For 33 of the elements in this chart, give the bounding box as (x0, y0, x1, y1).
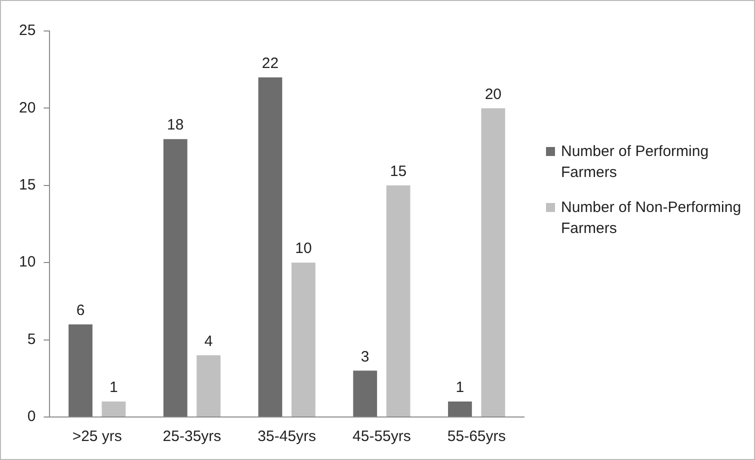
y-tick-label: 20 (18, 99, 36, 116)
bar (481, 108, 506, 416)
bar (163, 139, 188, 416)
data-label: 22 (262, 54, 279, 72)
y-tick-label: 0 (27, 408, 36, 426)
data-label: 3 (360, 348, 370, 366)
data-label: 10 (295, 240, 312, 258)
legend-label: Number of Non-Performing Farmers (561, 198, 742, 239)
y-tick-label: 10 (18, 254, 36, 271)
data-label: 4 (204, 332, 213, 350)
data-label: 15 (390, 163, 407, 180)
y-tick-label: 15 (18, 176, 36, 194)
legend-label: Number of Performing Farmers (561, 142, 710, 183)
bar (258, 77, 282, 416)
x-tick-label: 35-45yrs (258, 428, 316, 446)
bar (196, 355, 221, 416)
bar (386, 185, 410, 416)
bar (448, 402, 472, 416)
bar (291, 262, 316, 416)
bar (353, 370, 378, 416)
bar (68, 324, 92, 416)
data-label: 1 (110, 379, 118, 396)
x-tick-label: 45-55yrs (352, 428, 411, 446)
data-label: 1 (456, 379, 464, 396)
y-tick-label: 25 (18, 22, 36, 40)
data-label: 6 (76, 302, 85, 319)
x-tick-label: >25 yrs (72, 428, 122, 446)
y-tick-label: 5 (27, 330, 36, 348)
data-label: 20 (484, 86, 502, 103)
bar (102, 402, 126, 416)
x-tick-label: 25-35yrs (162, 428, 222, 446)
data-label: 18 (167, 116, 184, 134)
x-tick-label: 55-65yrs (447, 428, 506, 446)
